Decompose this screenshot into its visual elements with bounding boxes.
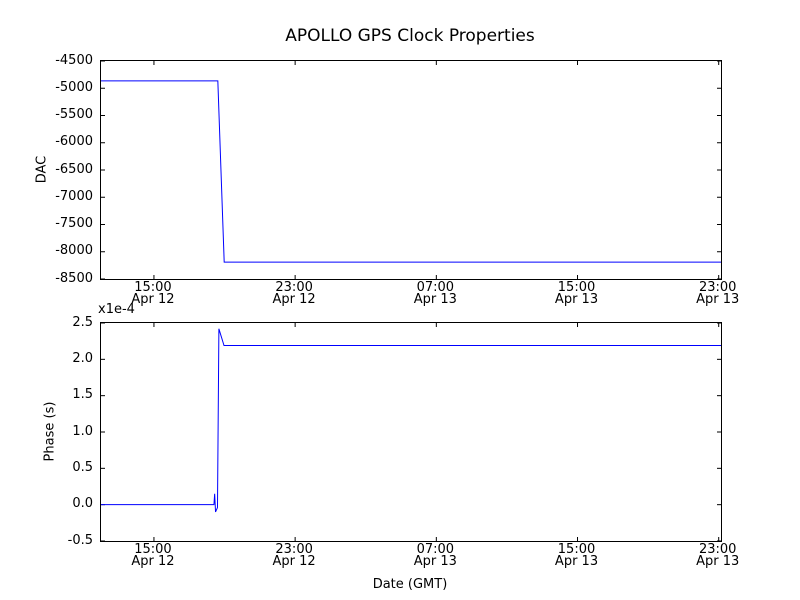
phase-vs-time-series-line (101, 328, 721, 513)
y-tick-label: -8500 (55, 270, 93, 286)
x-tick-label: 07:00 Apr 13 (413, 542, 457, 569)
y-tick-label: -6000 (55, 134, 93, 150)
y-tick-label: -8000 (55, 243, 93, 259)
x-tick-label: 23:00 Apr 13 (696, 542, 740, 569)
dac-plot-area (100, 60, 722, 280)
x-tick-label: 15:00 Apr 12 (131, 280, 175, 307)
x-tick-label: 15:00 Apr 13 (554, 280, 599, 307)
y-tick-label: -5500 (55, 107, 93, 122)
x-tick-label: 15:00 Apr 13 (554, 542, 599, 569)
y-tick-label: -4500 (55, 52, 93, 68)
y-tick-label: -7500 (55, 216, 93, 231)
x-tick-label: 23:00 Apr 12 (272, 542, 316, 569)
phase-line-plot (101, 322, 721, 542)
x-tick-label: 23:00 Apr 13 (696, 280, 740, 307)
phase-plot-area (100, 322, 722, 542)
y-tick-label: 2.5 (72, 314, 93, 330)
phase-offset-text: x1e-4 (98, 302, 135, 317)
dac-vs-time-series-line (101, 80, 721, 263)
y-tick-label: 0.0 (72, 496, 93, 512)
y-tick-label: -7000 (55, 188, 93, 204)
y-tick-label: -6500 (55, 161, 93, 177)
x-tick-label: 07:00 Apr 13 (413, 280, 457, 307)
y-tick-label: -0.5 (67, 532, 93, 548)
x-tick-label: 23:00 Apr 12 (272, 280, 316, 307)
y-tick-label: 0.5 (72, 459, 93, 475)
chart-title: APOLLO GPS Clock Properties (285, 26, 535, 46)
x-axis-label: Date (GMT) (372, 577, 448, 592)
y-tick-label: -5000 (55, 79, 93, 95)
y-tick-label: 1.0 (72, 423, 93, 439)
y-tick-label: 2.0 (72, 350, 93, 366)
x-tick-label: 15:00 Apr 12 (131, 542, 175, 569)
dac-line-plot (101, 60, 721, 280)
y-tick-label: 1.5 (72, 387, 93, 403)
